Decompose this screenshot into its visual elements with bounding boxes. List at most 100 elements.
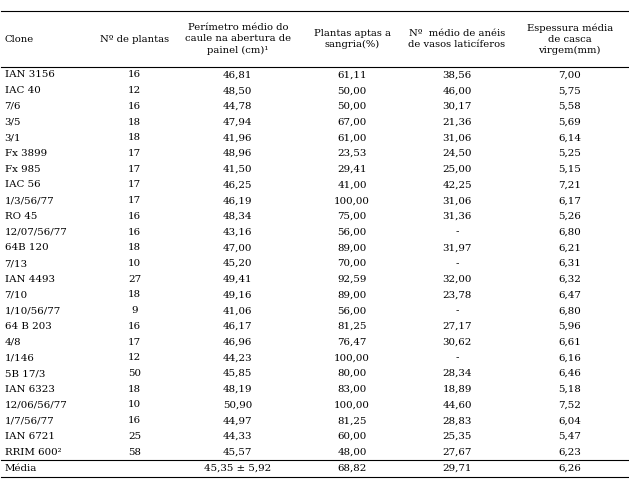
Text: 6,23: 6,23	[559, 448, 581, 456]
Text: 83,00: 83,00	[337, 385, 367, 394]
Text: 47,00: 47,00	[223, 243, 252, 252]
Text: 5,75: 5,75	[559, 86, 581, 95]
Text: 6,80: 6,80	[559, 228, 581, 237]
Text: 68,82: 68,82	[337, 464, 367, 473]
Text: 12/07/56/77: 12/07/56/77	[4, 228, 67, 237]
Text: 7/13: 7/13	[4, 259, 28, 268]
Text: 41,00: 41,00	[337, 181, 367, 190]
Text: 48,50: 48,50	[223, 86, 252, 95]
Text: 27,17: 27,17	[442, 322, 472, 331]
Text: 76,47: 76,47	[337, 338, 367, 347]
Text: 64B 120: 64B 120	[4, 243, 48, 252]
Text: 6,31: 6,31	[559, 259, 581, 268]
Text: 48,34: 48,34	[223, 212, 252, 221]
Text: 18: 18	[128, 133, 141, 142]
Text: 16: 16	[128, 228, 141, 237]
Text: 100,00: 100,00	[334, 354, 370, 362]
Text: 50: 50	[128, 369, 141, 378]
Text: 49,41: 49,41	[223, 275, 253, 284]
Text: IAN 6721: IAN 6721	[4, 432, 55, 441]
Text: 45,20: 45,20	[223, 259, 252, 268]
Text: 50,90: 50,90	[223, 400, 252, 410]
Text: IAN 6323: IAN 6323	[4, 385, 54, 394]
Text: 12: 12	[128, 86, 141, 95]
Text: 48,00: 48,00	[337, 448, 367, 456]
Text: 45,85: 45,85	[223, 369, 252, 378]
Text: 89,00: 89,00	[337, 243, 367, 252]
Text: 50,00: 50,00	[337, 102, 367, 111]
Text: 12/06/56/77: 12/06/56/77	[4, 400, 67, 410]
Text: 6,04: 6,04	[559, 416, 581, 425]
Text: 46,81: 46,81	[223, 70, 252, 80]
Text: 10: 10	[128, 259, 141, 268]
Text: 16: 16	[128, 322, 141, 331]
Text: 41,50: 41,50	[223, 165, 252, 174]
Text: 61,00: 61,00	[337, 133, 367, 142]
Text: 6,17: 6,17	[559, 196, 581, 205]
Text: 5B 17/3: 5B 17/3	[4, 369, 45, 378]
Text: 21,36: 21,36	[442, 118, 472, 126]
Text: 5,69: 5,69	[559, 118, 581, 126]
Text: 16: 16	[128, 212, 141, 221]
Text: 46,00: 46,00	[442, 86, 472, 95]
Text: 7/10: 7/10	[4, 290, 28, 299]
Text: 46,17: 46,17	[223, 322, 252, 331]
Text: 3/1: 3/1	[4, 133, 21, 142]
Text: 17: 17	[128, 196, 141, 205]
Text: 56,00: 56,00	[337, 228, 367, 237]
Text: 6,21: 6,21	[558, 243, 581, 252]
Text: 1/146: 1/146	[4, 354, 35, 362]
Text: 31,06: 31,06	[442, 133, 472, 142]
Text: 28,34: 28,34	[442, 369, 472, 378]
Text: 46,19: 46,19	[223, 196, 252, 205]
Text: Nº de plantas: Nº de plantas	[100, 34, 169, 44]
Text: 75,00: 75,00	[337, 212, 367, 221]
Text: 7/6: 7/6	[4, 102, 21, 111]
Text: 5,18: 5,18	[559, 385, 581, 394]
Text: 46,25: 46,25	[223, 181, 252, 190]
Text: 28,83: 28,83	[442, 416, 472, 425]
Text: 58: 58	[128, 448, 141, 456]
Text: 80,00: 80,00	[337, 369, 367, 378]
Text: 17: 17	[128, 149, 141, 158]
Text: 44,97: 44,97	[223, 416, 252, 425]
Text: 4/8: 4/8	[4, 338, 21, 347]
Text: 18,89: 18,89	[442, 385, 472, 394]
Text: 29,71: 29,71	[442, 464, 472, 473]
Text: Clone: Clone	[4, 34, 34, 44]
Text: IAN 3156: IAN 3156	[4, 70, 54, 80]
Text: IAC 56: IAC 56	[4, 181, 40, 190]
Text: 44,60: 44,60	[442, 400, 472, 410]
Text: -: -	[455, 228, 459, 237]
Text: 100,00: 100,00	[334, 400, 370, 410]
Text: 47,94: 47,94	[223, 118, 252, 126]
Text: 50,00: 50,00	[337, 86, 367, 95]
Text: 18: 18	[128, 118, 141, 126]
Text: 81,25: 81,25	[337, 322, 367, 331]
Text: 46,96: 46,96	[223, 338, 252, 347]
Text: 92,59: 92,59	[337, 275, 367, 284]
Text: 16: 16	[128, 102, 141, 111]
Text: 23,78: 23,78	[442, 290, 472, 299]
Text: IAC 40: IAC 40	[4, 86, 40, 95]
Text: 3/5: 3/5	[4, 118, 21, 126]
Text: 45,57: 45,57	[223, 448, 252, 456]
Text: 45,35 ± 5,92: 45,35 ± 5,92	[204, 464, 271, 473]
Text: 18: 18	[128, 290, 141, 299]
Text: 70,00: 70,00	[337, 259, 367, 268]
Text: 60,00: 60,00	[337, 432, 367, 441]
Text: Perímetro médio do
caule na abertura de
painel (cm)¹: Perímetro médio do caule na abertura de …	[185, 23, 291, 55]
Text: 29,41: 29,41	[337, 165, 367, 174]
Text: 24,50: 24,50	[442, 149, 472, 158]
Text: 44,78: 44,78	[223, 102, 252, 111]
Text: 64 B 203: 64 B 203	[4, 322, 52, 331]
Text: 67,00: 67,00	[337, 118, 367, 126]
Text: 6,47: 6,47	[559, 290, 581, 299]
Text: -: -	[455, 259, 459, 268]
Text: 7,00: 7,00	[559, 70, 581, 80]
Text: 17: 17	[128, 181, 141, 190]
Text: 6,14: 6,14	[558, 133, 581, 142]
Text: 5,15: 5,15	[559, 165, 581, 174]
Text: 6,16: 6,16	[559, 354, 581, 362]
Text: 30,62: 30,62	[442, 338, 472, 347]
